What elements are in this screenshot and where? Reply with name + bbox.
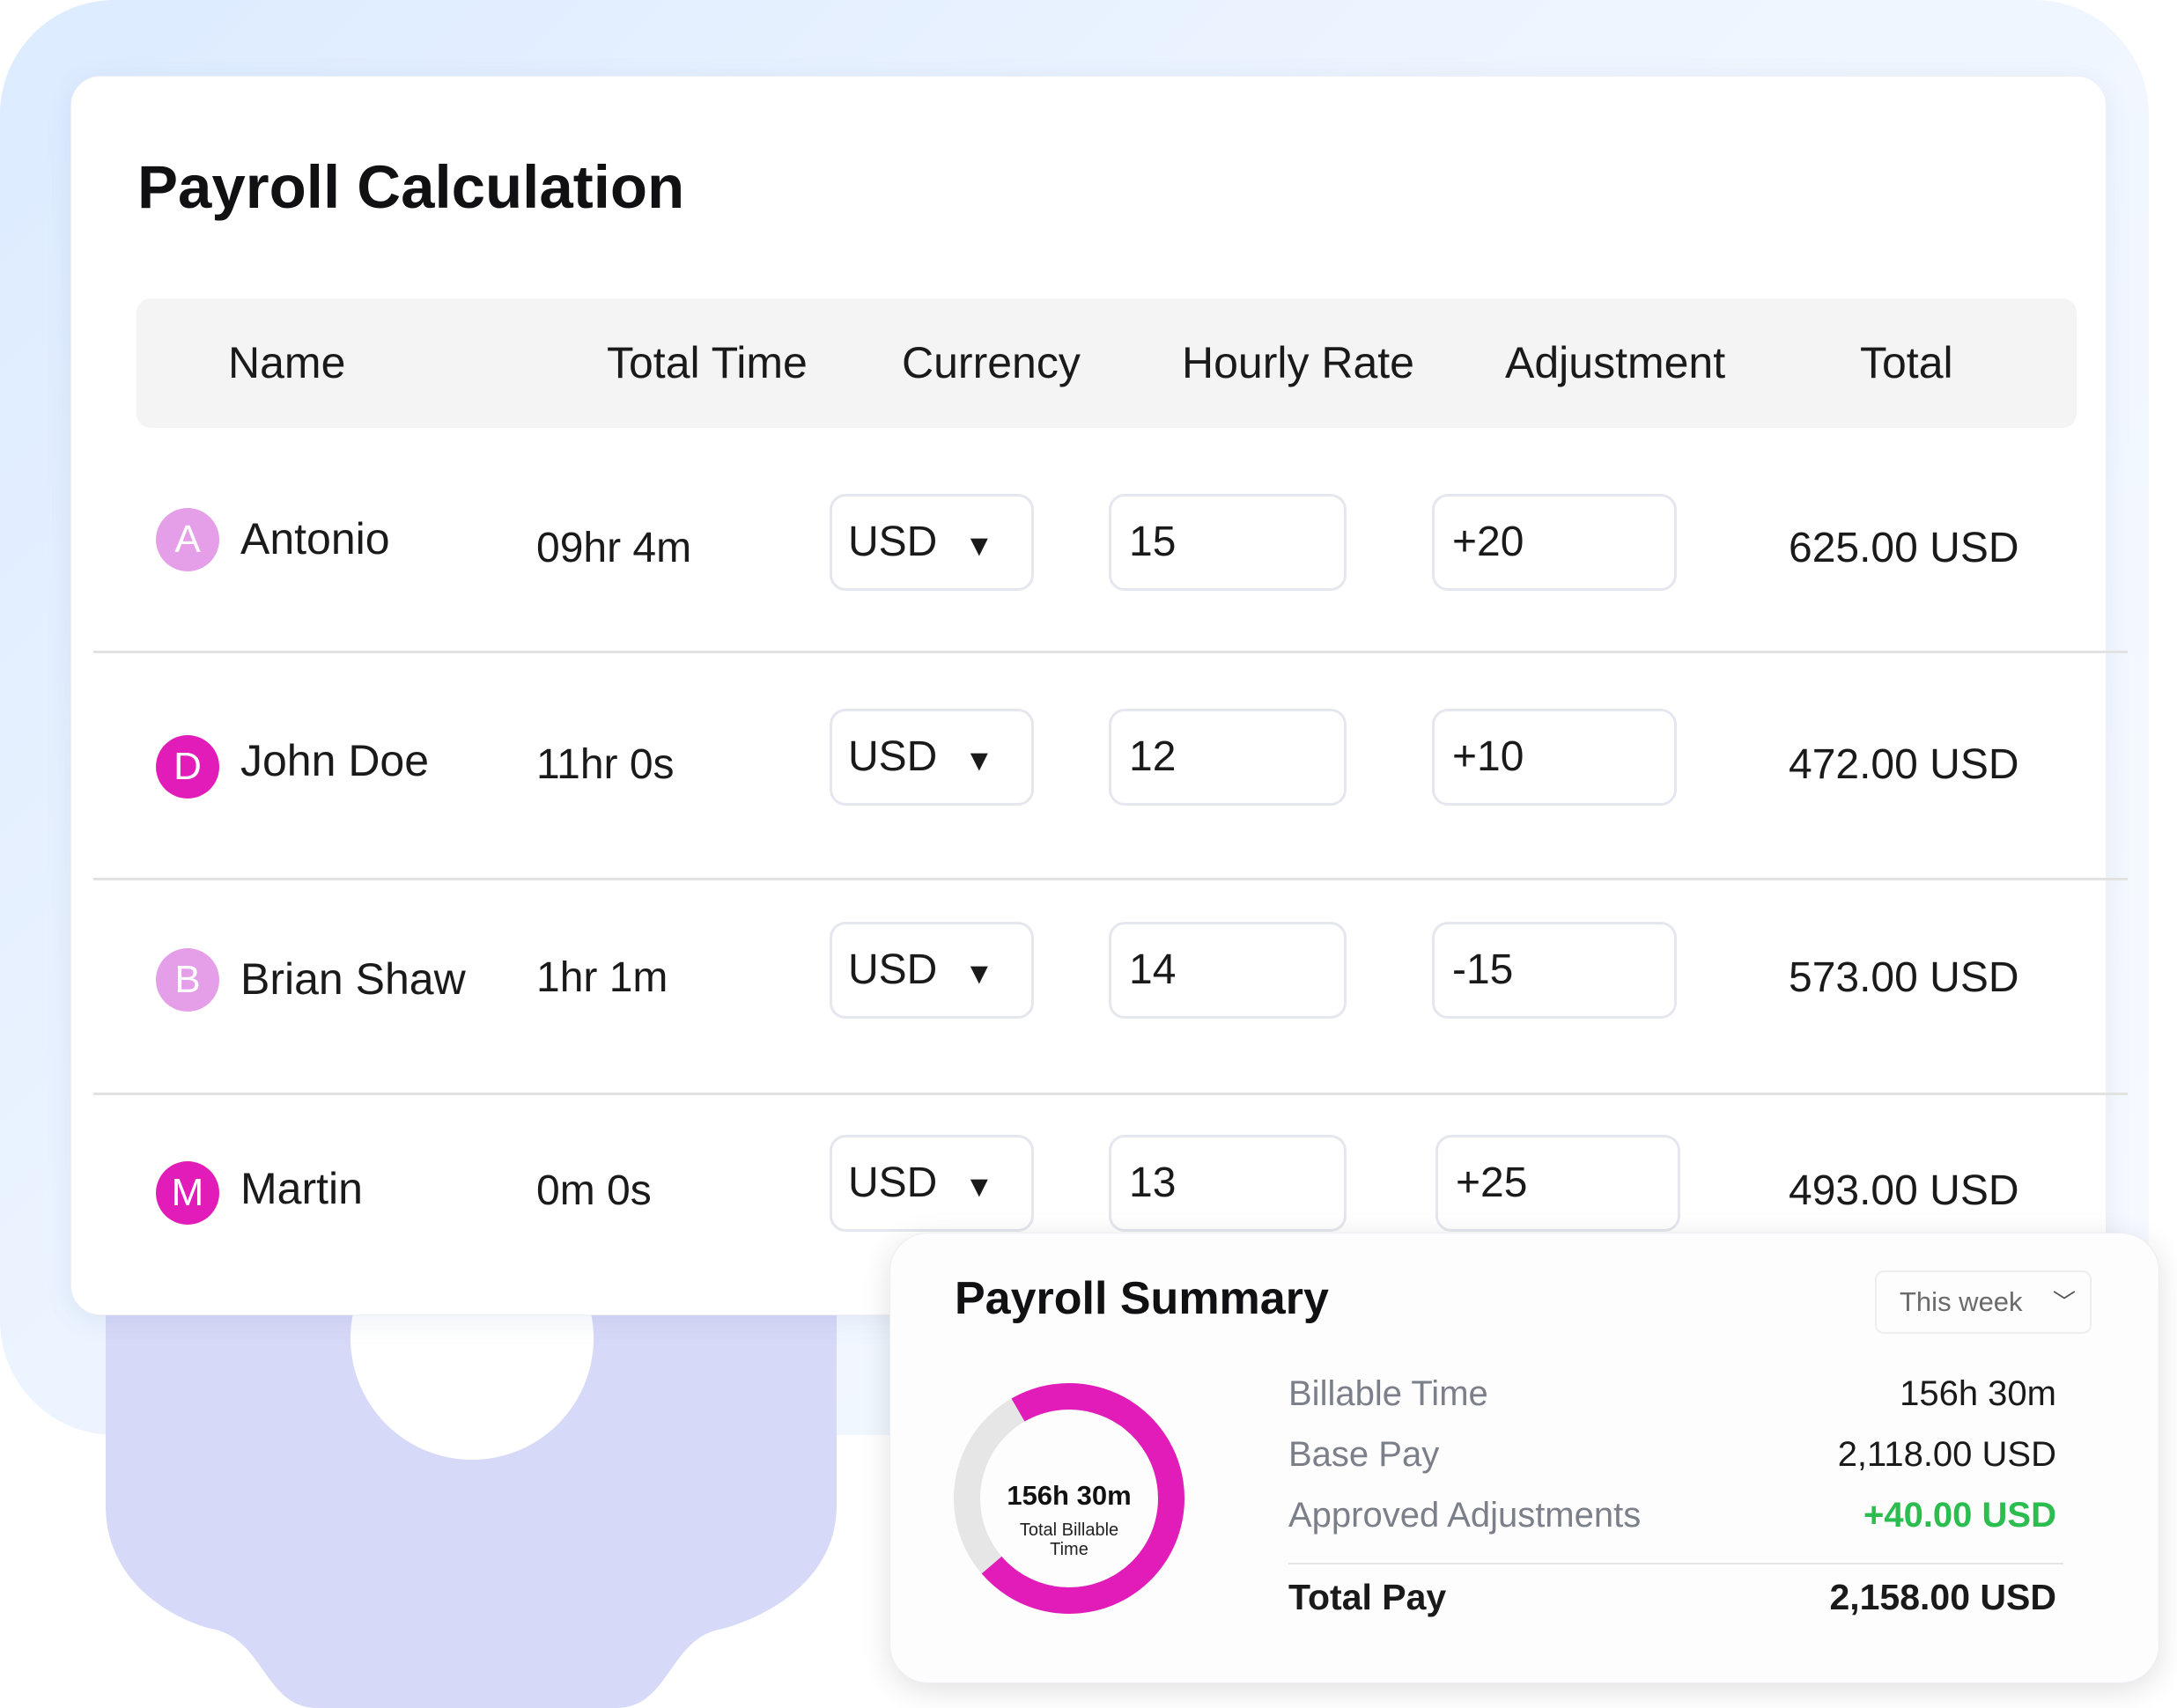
payroll-summary-card: Payroll Summary This week ﹀ 156h 30m Tot…	[889, 1233, 2159, 1683]
avatar: D	[156, 735, 219, 799]
total-time: 11hr 0s	[536, 741, 675, 788]
header-currency: Currency	[902, 338, 1081, 387]
caret-down-icon: ▼	[964, 957, 994, 990]
adjustment-input[interactable]: -15	[1432, 922, 1677, 1019]
row-total: 472.00 USD	[1789, 741, 2019, 788]
payroll-calculation-card: Payroll Calculation Name Total Time Curr…	[70, 76, 2128, 1315]
employee-name: John Doe	[240, 736, 430, 785]
hourly-rate-value: 12	[1129, 733, 1177, 780]
header-adjustment: Adjustment	[1505, 338, 1726, 387]
row-total: 493.00 USD	[1789, 1167, 2019, 1214]
base-pay-label: Base Pay	[1288, 1435, 1440, 1474]
header-name: Name	[228, 338, 346, 387]
avatar: M	[156, 1161, 219, 1225]
chevron-down-icon: ﹀	[2053, 1289, 2077, 1315]
hourly-rate-input[interactable]: 13	[1109, 1135, 1347, 1232]
adjustment-value: +25	[1456, 1160, 1528, 1206]
currency-value: USD	[848, 1160, 938, 1206]
hourly-rate-value: 14	[1129, 946, 1177, 993]
hourly-rate-input[interactable]: 15	[1109, 494, 1347, 591]
header-hourly-rate: Hourly Rate	[1182, 338, 1414, 387]
total-time: 09hr 4m	[536, 525, 692, 571]
billable-time-label: Billable Time	[1288, 1374, 1488, 1413]
row-divider	[93, 651, 2128, 653]
period-value: This week	[1900, 1286, 2023, 1317]
summary-divider	[1288, 1563, 2063, 1564]
currency-select[interactable]: USD ▼	[830, 709, 1034, 806]
period-dropdown[interactable]: This week ﹀	[1875, 1270, 2092, 1334]
row-total: 573.00 USD	[1789, 954, 2019, 1001]
adjustment-value: -15	[1452, 946, 1514, 993]
employee-name: Martin	[240, 1164, 363, 1213]
avatar: B	[156, 948, 219, 1012]
total-pay-value: 2,158.00 USD	[1829, 1577, 2056, 1617]
hourly-rate-input[interactable]: 12	[1109, 709, 1347, 806]
hourly-rate-value: 13	[1129, 1160, 1177, 1206]
currency-value: USD	[848, 733, 938, 780]
row-total: 625.00 USD	[1789, 525, 2019, 571]
adjustment-input[interactable]: +10	[1432, 709, 1677, 806]
currency-value: USD	[848, 946, 938, 993]
page-title: Payroll Calculation	[137, 153, 685, 221]
adjustment-value: +10	[1452, 733, 1524, 780]
avatar: A	[156, 508, 219, 571]
donut-sub-label: Total Billable Time	[1019, 1520, 1119, 1559]
total-pay-label: Total Pay	[1288, 1577, 1447, 1617]
currency-value: USD	[848, 519, 938, 565]
approved-adjustments-label: Approved Adjustments	[1288, 1496, 1642, 1535]
donut-arc	[954, 1383, 1184, 1614]
header-total-time: Total Time	[607, 338, 808, 387]
summary-title: Payroll Summary	[955, 1273, 1329, 1324]
donut-main-value: 156h 30m	[1007, 1480, 1132, 1511]
employee-name: Antonio	[240, 514, 390, 563]
adjustment-value: +20	[1452, 519, 1524, 565]
header-total: Total	[1860, 338, 1953, 387]
hourly-rate-input[interactable]: 14	[1109, 922, 1347, 1019]
caret-down-icon: ▼	[964, 529, 994, 563]
row-divider	[93, 878, 2128, 880]
billable-time-donut	[954, 1383, 1184, 1614]
base-pay-value: 2,118.00 USD	[1837, 1435, 2056, 1474]
table-header: Name Total Time Currency Hourly Rate Adj…	[137, 298, 2077, 428]
currency-select[interactable]: USD ▼	[830, 1135, 1034, 1232]
caret-down-icon: ▼	[964, 744, 994, 777]
hourly-rate-value: 15	[1129, 519, 1177, 565]
employee-name: Brian Shaw	[240, 954, 466, 1004]
currency-select[interactable]: USD ▼	[830, 494, 1034, 591]
row-divider	[93, 1093, 2128, 1095]
approved-adjustments-value: +40.00 USD	[1863, 1496, 2056, 1535]
billable-time-value: 156h 30m	[1900, 1374, 2056, 1413]
total-time: 0m 0s	[536, 1167, 652, 1214]
adjustment-input[interactable]: +20	[1432, 494, 1677, 591]
adjustment-input[interactable]: +25	[1435, 1135, 1680, 1232]
caret-down-icon: ▼	[964, 1170, 994, 1204]
currency-select[interactable]: USD ▼	[830, 922, 1034, 1019]
total-time: 1hr 1m	[536, 954, 668, 1001]
